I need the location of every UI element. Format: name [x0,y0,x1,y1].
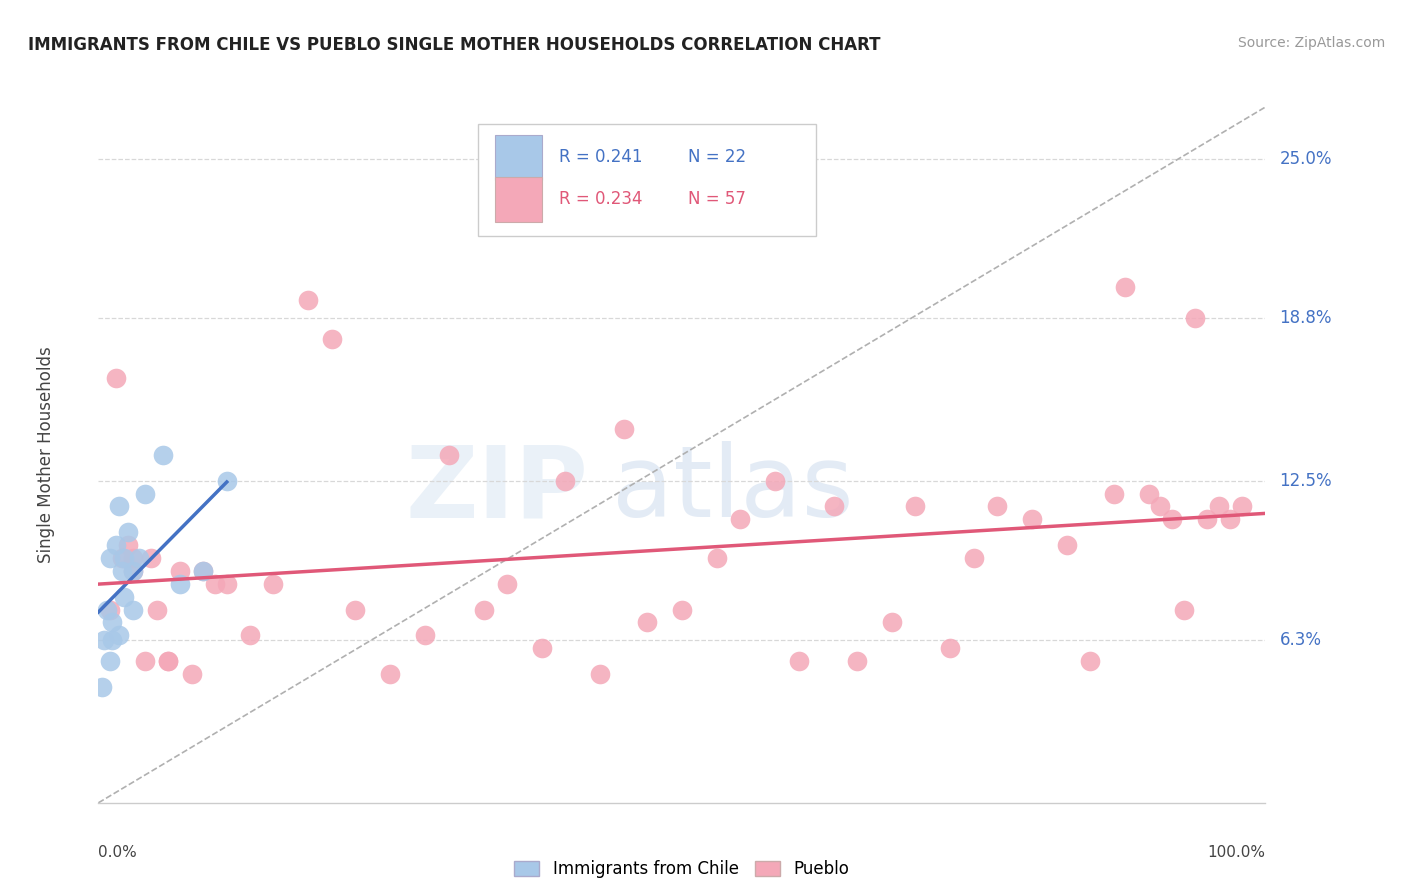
Point [152,448,174,462]
Text: R = 0.241: R = 0.241 [560,148,643,167]
Point [215,474,238,488]
Point [98,602,121,616]
Point [90,680,112,694]
Point [962,551,984,566]
Point [111,551,134,566]
Point [122,564,145,578]
Text: Source: ZipAtlas.com: Source: ZipAtlas.com [1237,36,1385,50]
Point [472,602,495,616]
Point [112,551,135,566]
Point [204,576,226,591]
Point [530,641,553,656]
Point [169,564,191,578]
Point [939,641,962,656]
Point [1208,500,1230,514]
Point [1137,486,1160,500]
Point [1114,280,1136,294]
Point [496,576,519,591]
Point [157,654,180,668]
Point [93,633,115,648]
Point [111,564,134,578]
Point [1161,512,1184,526]
Point [128,551,150,566]
Point [157,654,180,668]
Point [108,500,131,514]
Point [880,615,903,630]
Point [262,576,284,591]
Point [730,512,752,526]
Point [108,628,131,642]
Point [1173,602,1195,616]
Point [671,602,693,616]
Text: N = 57: N = 57 [688,190,745,208]
Point [904,500,927,514]
Point [321,332,343,346]
Text: 6.3%: 6.3% [1279,632,1322,649]
Point [1184,311,1206,326]
Point [1197,512,1219,526]
Point [139,551,162,566]
Point [122,564,145,578]
Point [98,551,121,566]
Point [636,615,658,630]
Text: N = 22: N = 22 [688,148,745,167]
Point [1102,486,1125,500]
Point [98,654,121,668]
Point [297,293,319,308]
Point [986,500,1008,514]
Point [146,602,169,616]
Point [823,500,845,514]
Point [104,370,127,384]
Point [1230,500,1253,514]
Point [134,486,156,500]
Point [193,564,215,578]
Point [101,615,124,630]
Point [117,525,139,540]
FancyBboxPatch shape [478,124,815,235]
Text: 100.0%: 100.0% [1208,845,1265,860]
Point [589,667,612,681]
Point [215,576,238,591]
Legend: Immigrants from Chile, Pueblo: Immigrants from Chile, Pueblo [508,854,856,885]
FancyBboxPatch shape [495,177,541,222]
Point [122,551,145,566]
Text: 0.0%: 0.0% [98,845,138,860]
Text: R = 0.234: R = 0.234 [560,190,643,208]
Point [1021,512,1043,526]
Point [437,448,460,462]
Point [1056,538,1078,552]
Point [763,474,786,488]
Point [554,474,576,488]
Text: Single Mother Households: Single Mother Households [37,347,55,563]
Point [101,633,124,648]
Point [787,654,810,668]
Point [169,576,191,591]
Text: 18.8%: 18.8% [1279,310,1331,327]
Point [1149,500,1171,514]
Point [1219,512,1241,526]
Point [96,602,118,616]
Point [193,564,215,578]
Point [239,628,262,642]
Point [122,602,145,616]
Point [134,654,156,668]
Point [112,590,135,604]
Text: atlas: atlas [612,442,853,538]
Point [180,667,202,681]
Text: ZIP: ZIP [406,442,589,538]
Point [344,602,367,616]
FancyBboxPatch shape [495,135,541,180]
Text: 12.5%: 12.5% [1279,472,1331,490]
Text: 25.0%: 25.0% [1279,150,1331,168]
Point [612,422,634,436]
Point [413,628,436,642]
Point [706,551,728,566]
Point [1080,654,1102,668]
Point [380,667,402,681]
Point [117,538,139,552]
Text: IMMIGRANTS FROM CHILE VS PUEBLO SINGLE MOTHER HOUSEHOLDS CORRELATION CHART: IMMIGRANTS FROM CHILE VS PUEBLO SINGLE M… [28,36,880,54]
Point [846,654,869,668]
Point [104,538,127,552]
